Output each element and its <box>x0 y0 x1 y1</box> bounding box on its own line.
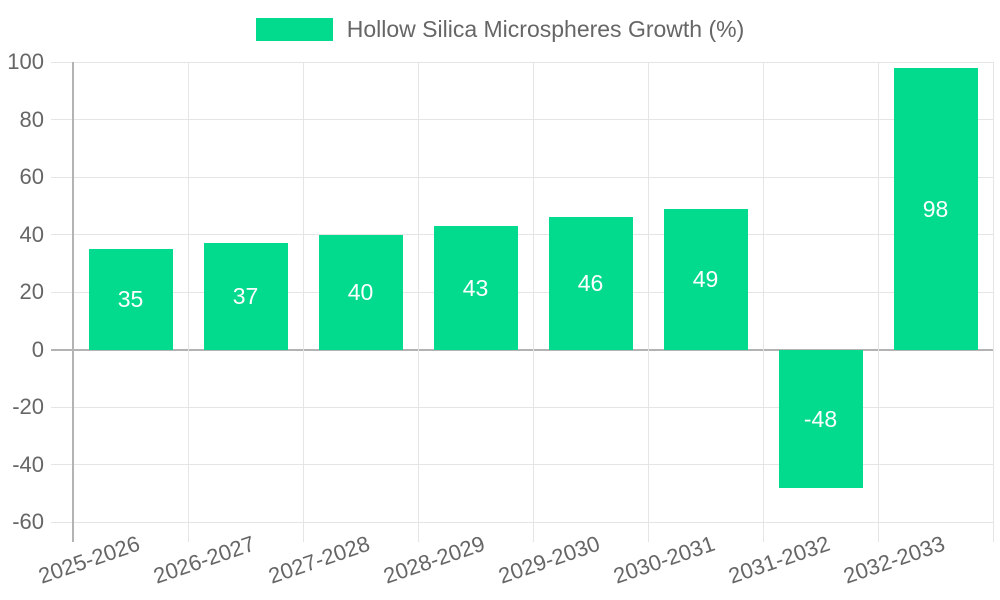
bar[interactable] <box>318 234 403 350</box>
y-axis-tick-label: -40 <box>12 451 44 477</box>
bar-value-label: -48 <box>803 405 838 432</box>
x-tick-mark <box>417 522 419 542</box>
x-tick-mark <box>532 522 534 542</box>
bar[interactable] <box>88 248 173 350</box>
y-axis-tick-label: 60 <box>19 164 44 189</box>
y-axis-tick-label: 0 <box>31 336 44 362</box>
x-gridline <box>532 62 534 522</box>
bar[interactable] <box>548 217 633 350</box>
x-tick-mark <box>992 522 994 542</box>
y-tick-mark <box>51 234 73 235</box>
bar-value-label: 35 <box>117 286 144 313</box>
x-gridline <box>992 62 994 522</box>
y-tick-mark <box>51 406 73 408</box>
bar[interactable] <box>663 208 748 350</box>
chart-legend-item[interactable]: Hollow Silica Microspheres Growth (%) <box>0 12 1000 46</box>
x-tick-mark <box>72 522 74 542</box>
y-tick-mark <box>51 61 73 63</box>
x-tick-mark <box>302 522 304 542</box>
x-gridline <box>417 62 419 522</box>
legend-label: Hollow Silica Microspheres Growth (%) <box>346 15 745 42</box>
bar[interactable] <box>778 349 863 488</box>
x-gridline <box>762 62 764 522</box>
bar[interactable] <box>433 225 518 350</box>
x-gridline <box>72 62 74 522</box>
x-gridline <box>647 62 649 522</box>
y-axis-tick-label: 80 <box>19 106 44 132</box>
bar-value-label: 49 <box>692 266 719 293</box>
bar-value-label: 46 <box>577 270 604 297</box>
y-axis-tick-label: 20 <box>19 279 44 304</box>
bar[interactable] <box>203 243 288 350</box>
x-tick-mark <box>187 522 189 542</box>
y-tick-mark <box>51 291 73 293</box>
y-tick-mark <box>51 176 73 178</box>
y-axis-tick-label: 100 <box>7 49 44 74</box>
bar-value-label: 98 <box>922 195 949 222</box>
x-tick-mark <box>647 522 649 542</box>
y-axis-tick-label: 40 <box>19 221 44 247</box>
bar[interactable] <box>893 67 978 350</box>
x-tick-mark <box>762 522 764 542</box>
y-axis-tick-label: -20 <box>12 394 44 419</box>
y-tick-mark <box>51 119 73 120</box>
y-tick-mark <box>51 521 73 523</box>
y-tick-mark <box>51 348 73 351</box>
bar-value-label: 43 <box>462 274 489 301</box>
x-gridline <box>877 62 879 522</box>
bar-value-label: 40 <box>347 279 374 305</box>
bar-value-label: 37 <box>232 283 259 310</box>
x-tick-mark <box>877 522 879 542</box>
y-tick-mark <box>51 464 73 465</box>
x-gridline <box>302 62 304 522</box>
y-axis-tick-label: -60 <box>12 509 44 534</box>
x-gridline <box>187 62 189 522</box>
legend-swatch <box>255 17 333 41</box>
